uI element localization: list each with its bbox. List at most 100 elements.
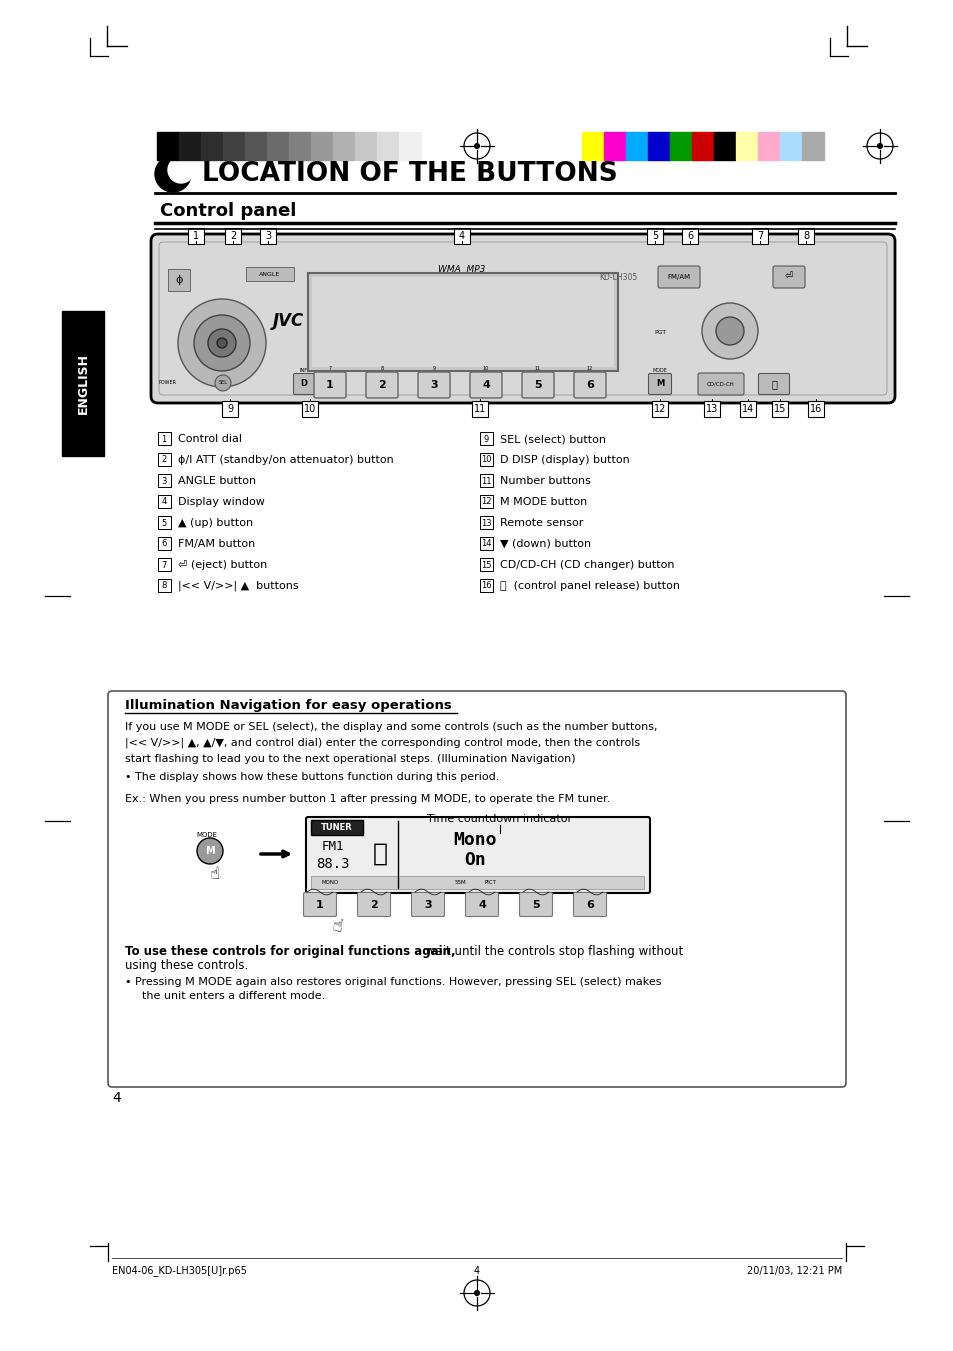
Bar bbox=[398, 132, 420, 159]
Bar bbox=[260, 228, 275, 245]
Text: M: M bbox=[655, 380, 663, 389]
Text: ⧖: ⧖ bbox=[372, 842, 387, 866]
Bar bbox=[188, 228, 204, 245]
Circle shape bbox=[877, 143, 882, 149]
Bar bbox=[158, 536, 171, 550]
Bar bbox=[312, 277, 614, 367]
Bar bbox=[201, 132, 223, 159]
Bar bbox=[158, 580, 171, 592]
Text: 5: 5 bbox=[532, 900, 539, 911]
FancyBboxPatch shape bbox=[303, 893, 336, 916]
Text: Remote sensor: Remote sensor bbox=[499, 517, 583, 528]
Bar bbox=[758, 132, 780, 159]
FancyBboxPatch shape bbox=[521, 372, 554, 399]
Text: JVC: JVC bbox=[273, 312, 303, 330]
Text: Display window: Display window bbox=[178, 497, 265, 507]
Text: • The display shows how these buttons function during this period.: • The display shows how these buttons fu… bbox=[125, 771, 498, 782]
Text: 5: 5 bbox=[161, 519, 167, 527]
Text: 9: 9 bbox=[432, 366, 435, 372]
FancyBboxPatch shape bbox=[648, 373, 671, 394]
Text: ENGLISH: ENGLISH bbox=[76, 353, 90, 413]
Text: 4: 4 bbox=[112, 1092, 121, 1105]
Text: |<< V/>>| ▲, ▲/▼, and control dial) enter the corresponding control mode, then t: |<< V/>>| ▲, ▲/▼, and control dial) ente… bbox=[125, 738, 639, 748]
Bar bbox=[158, 516, 171, 530]
Text: 10: 10 bbox=[482, 366, 489, 372]
Bar bbox=[647, 132, 669, 159]
FancyBboxPatch shape bbox=[108, 690, 845, 1088]
Text: INF: INF bbox=[299, 369, 308, 373]
Text: 4: 4 bbox=[481, 380, 490, 390]
Text: 3: 3 bbox=[430, 380, 437, 390]
FancyBboxPatch shape bbox=[294, 373, 314, 394]
Text: ANGLE button: ANGLE button bbox=[178, 476, 255, 486]
Bar bbox=[780, 132, 801, 159]
Text: ⏎ (eject) button: ⏎ (eject) button bbox=[178, 561, 267, 570]
Bar bbox=[479, 453, 493, 466]
Bar bbox=[472, 401, 488, 417]
Text: 1: 1 bbox=[315, 900, 323, 911]
Text: 88.3: 88.3 bbox=[315, 857, 350, 871]
Text: 55M: 55M bbox=[454, 880, 465, 885]
FancyBboxPatch shape bbox=[573, 893, 606, 916]
Text: 2: 2 bbox=[230, 231, 236, 240]
Text: TUNER: TUNER bbox=[321, 823, 353, 832]
FancyBboxPatch shape bbox=[306, 817, 649, 893]
Text: ☝: ☝ bbox=[329, 917, 344, 938]
Bar bbox=[581, 132, 603, 159]
Text: 5: 5 bbox=[651, 231, 658, 240]
Circle shape bbox=[474, 143, 479, 149]
FancyBboxPatch shape bbox=[417, 372, 450, 399]
Text: ▼ (down) button: ▼ (down) button bbox=[499, 539, 591, 549]
FancyBboxPatch shape bbox=[772, 266, 804, 288]
Bar bbox=[311, 875, 643, 889]
Bar bbox=[223, 132, 245, 159]
Text: 6: 6 bbox=[686, 231, 692, 240]
Text: 11: 11 bbox=[535, 366, 540, 372]
Text: 3: 3 bbox=[161, 477, 167, 485]
Bar bbox=[333, 132, 355, 159]
Bar bbox=[479, 536, 493, 550]
Text: MODE: MODE bbox=[196, 832, 217, 838]
Text: FM/AM: FM/AM bbox=[667, 274, 690, 280]
Circle shape bbox=[193, 315, 250, 372]
Text: 1: 1 bbox=[326, 380, 334, 390]
Bar bbox=[245, 132, 267, 159]
Bar bbox=[646, 228, 662, 245]
FancyBboxPatch shape bbox=[470, 372, 501, 399]
Text: D DISP (display) button: D DISP (display) button bbox=[499, 455, 629, 465]
Text: 16: 16 bbox=[480, 581, 491, 590]
Circle shape bbox=[216, 338, 227, 349]
Text: 16: 16 bbox=[809, 404, 821, 413]
Text: • Pressing M MODE again also restores original functions. However, pressing SEL : • Pressing M MODE again also restores or… bbox=[125, 977, 660, 988]
Text: PICT: PICT bbox=[483, 880, 496, 885]
Text: |<< V/>>| ▲  buttons: |<< V/>>| ▲ buttons bbox=[178, 581, 298, 592]
Text: On: On bbox=[464, 851, 485, 869]
Text: WMA  MP3: WMA MP3 bbox=[437, 265, 485, 273]
Text: M MODE button: M MODE button bbox=[499, 497, 587, 507]
Text: ☝: ☝ bbox=[210, 865, 220, 884]
Text: Mono: Mono bbox=[453, 831, 497, 848]
Text: 6: 6 bbox=[585, 900, 594, 911]
Text: 10: 10 bbox=[480, 455, 491, 465]
Text: 6: 6 bbox=[161, 539, 167, 549]
Text: 11: 11 bbox=[480, 477, 491, 485]
Text: ϕ: ϕ bbox=[175, 276, 182, 285]
Bar bbox=[807, 401, 823, 417]
Text: 4: 4 bbox=[458, 231, 464, 240]
Text: 11: 11 bbox=[474, 404, 486, 413]
FancyBboxPatch shape bbox=[698, 373, 743, 394]
Text: using these controls.: using these controls. bbox=[125, 959, 248, 973]
Bar bbox=[625, 132, 647, 159]
Text: 7: 7 bbox=[756, 231, 762, 240]
Text: 1: 1 bbox=[161, 435, 167, 443]
Text: ▲ (up) button: ▲ (up) button bbox=[178, 517, 253, 528]
Circle shape bbox=[474, 1290, 479, 1296]
Text: ANGLE: ANGLE bbox=[259, 272, 280, 277]
Text: ⎙  (control panel release) button: ⎙ (control panel release) button bbox=[499, 581, 679, 590]
Text: KD-LH305: KD-LH305 bbox=[598, 273, 637, 282]
Text: To use these controls for original functions again,: To use these controls for original funct… bbox=[125, 944, 456, 958]
Bar bbox=[158, 558, 171, 571]
Text: 9: 9 bbox=[227, 404, 233, 413]
Text: EN04-06_KD-LH305[U]r.p65: EN04-06_KD-LH305[U]r.p65 bbox=[112, 1266, 247, 1277]
Bar bbox=[311, 820, 363, 835]
